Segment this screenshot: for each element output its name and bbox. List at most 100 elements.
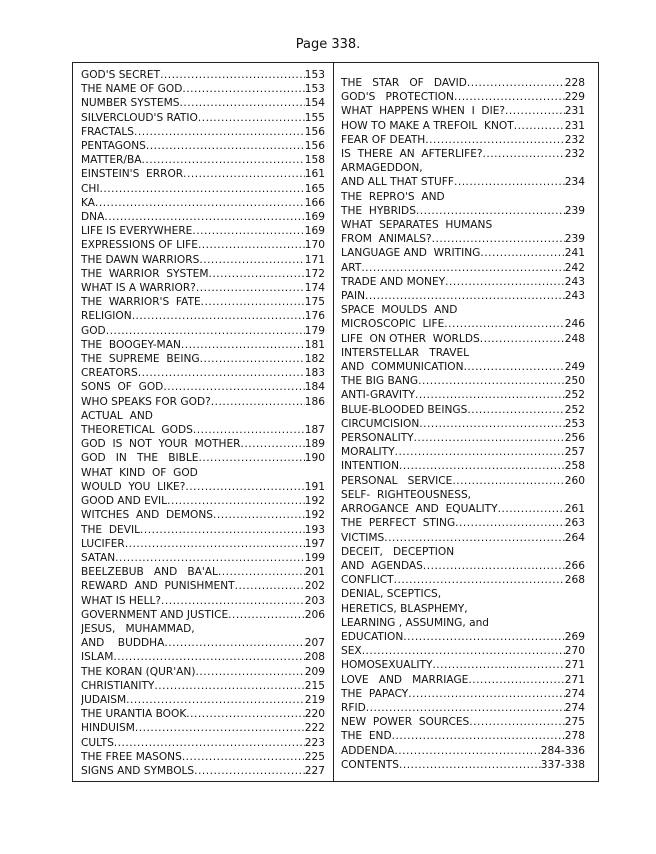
contents-entry: REWARD AND PUNISHMENT 202 — [81, 579, 325, 593]
contents-entry: WHO SPEAKS FOR GOD? 186 — [81, 395, 325, 409]
entry-title: THE SUPREME BEING — [81, 353, 200, 366]
contents-entry: ADDENDA 284-336 — [341, 744, 585, 758]
dot-leader — [241, 437, 305, 451]
entry-title: CHI — [81, 182, 100, 195]
entry-page-number: 278 — [564, 730, 585, 743]
contents-entry: THE END 278 — [341, 729, 585, 743]
contents-entry: EINSTEIN'S ERROR 161 — [81, 167, 325, 181]
contents-entry: GOOD AND EVIL 192 — [81, 494, 325, 508]
contents-entry: THE BIG BANG 250 — [341, 374, 585, 388]
entry-page-number: 231 — [564, 105, 585, 118]
entry-title: RFID — [341, 701, 366, 714]
dot-leader — [132, 309, 305, 323]
dot-leader — [505, 104, 565, 118]
entry-page-number: 270 — [564, 645, 585, 658]
dot-leader — [467, 76, 565, 90]
entry-page-number: 182 — [304, 353, 325, 366]
entry-page-number: 257 — [564, 446, 585, 459]
dot-leader — [186, 707, 304, 721]
entry-page-number: 239 — [564, 204, 585, 217]
contents-entry: AND AGENDAS 266 — [341, 559, 585, 573]
entry-title: THE REPRO'S AND — [341, 190, 445, 203]
contents-entry: SIGNS AND SYMBOLS 227 — [81, 764, 325, 778]
entry-title: SIGNS AND SYMBOLS — [81, 764, 195, 777]
entry-title: THE STAR OF DAVID — [341, 77, 467, 89]
contents-entry: THE PAPACY 274 — [341, 687, 585, 701]
entry-page-number: 252 — [564, 403, 585, 416]
contents-entry: THE NAME OF GOD 153 — [81, 82, 325, 96]
entry-page-number: 170 — [304, 239, 325, 252]
entry-title: THE PERFECT STING — [341, 517, 456, 530]
entry-page-number: 209 — [304, 665, 325, 678]
dot-leader — [213, 508, 305, 522]
contents-entry: AND BUDDHA 207 — [81, 636, 325, 650]
contents-entry: SPACE MOULDS AND — [341, 303, 585, 317]
entry-page-number: 271 — [564, 673, 585, 686]
contents-entry: SONS OF GOD 184 — [81, 380, 325, 394]
contents-entry: MICROSCOPIC LIFE 246 — [341, 317, 585, 331]
dot-leader — [452, 474, 564, 488]
entry-title: THE HYBRIDS — [341, 204, 416, 217]
entry-page-number: 256 — [564, 432, 585, 445]
contents-entry: SILVERCLOUD'S RATIO 155 — [81, 111, 325, 125]
dot-leader — [483, 147, 565, 161]
dot-leader — [194, 764, 305, 778]
entry-title: MATTER/BA — [81, 154, 142, 167]
entry-page-number: 227 — [304, 764, 325, 777]
entry-page-number: 228 — [564, 77, 585, 89]
entry-title: GOD'S SECRET — [81, 69, 161, 81]
contents-entry: ISLAM 208 — [81, 650, 325, 664]
dot-leader — [100, 182, 305, 196]
contents-entry: AND ALL THAT STUFF 234 — [341, 175, 585, 189]
entry-title: WHAT KIND OF GOD — [81, 466, 198, 479]
contents-entry: THE PERFECT STING 263 — [341, 516, 585, 530]
dot-leader — [211, 395, 305, 409]
dot-leader — [135, 721, 305, 735]
entry-title: THE BIG BANG — [341, 375, 419, 388]
entry-page-number: 261 — [564, 503, 585, 516]
dot-leader — [182, 750, 305, 764]
entry-page-number: 190 — [304, 452, 325, 465]
contents-entry: BLUE-BLOODED BEINGS 252 — [341, 403, 585, 417]
entry-title: CONTENTS — [341, 758, 399, 771]
dot-leader — [394, 744, 540, 758]
entry-title: CREATORS — [81, 367, 138, 380]
entry-title: GOOD AND EVIL — [81, 495, 168, 508]
dot-leader — [228, 608, 305, 622]
entry-page-number: 208 — [304, 651, 325, 664]
contents-entry: GOD IN THE BIBLE 190 — [81, 451, 325, 465]
entry-page-number: 250 — [564, 375, 585, 388]
dot-leader — [366, 701, 565, 715]
dot-leader — [134, 125, 305, 139]
contents-entry: HINDUISM 222 — [81, 721, 325, 735]
entry-title: CULTS — [81, 736, 114, 749]
dot-leader — [104, 210, 304, 224]
contents-entry: CULTS 223 — [81, 736, 325, 750]
contents-entry: KA 166 — [81, 196, 325, 210]
entry-title: LEARNING , ASSUMING, and — [341, 616, 490, 629]
contents-entry: NUMBER SYSTEMS 154 — [81, 96, 325, 110]
dot-leader — [201, 295, 305, 309]
entry-page-number: 192 — [304, 509, 325, 522]
entry-title: GOVERNMENT AND JUSTICE — [81, 608, 229, 621]
entry-title: JUDAISM — [81, 693, 127, 706]
entry-title: AND BUDDHA — [81, 637, 165, 650]
dot-leader — [181, 338, 305, 352]
entry-title: WHAT SEPARATES HUMANS — [341, 219, 493, 232]
dot-leader — [392, 729, 565, 743]
entry-page-number: 203 — [304, 594, 325, 607]
contents-entry: WITCHES AND DEMONS 192 — [81, 508, 325, 522]
contents-entry: INTERSTELLAR TRAVEL — [341, 346, 585, 360]
contents-entry: CONTENTS 337-338 — [341, 758, 585, 772]
dot-leader — [467, 403, 564, 417]
entry-page-number: 169 — [304, 211, 325, 224]
entry-page-number: 172 — [304, 267, 325, 280]
entry-page-number: 246 — [564, 318, 585, 331]
contents-entry: LANGUAGE AND WRITING 241 — [341, 246, 585, 260]
entry-title: THEORETICAL GODS — [81, 424, 193, 437]
entry-title: FEAR OF DEATH — [341, 133, 426, 146]
entry-title: THE FREE MASONS — [81, 750, 182, 763]
contents-entry: THEORETICAL GODS 187 — [81, 423, 325, 437]
entry-page-number: 156 — [304, 140, 325, 153]
entry-page-number: 219 — [304, 693, 325, 706]
